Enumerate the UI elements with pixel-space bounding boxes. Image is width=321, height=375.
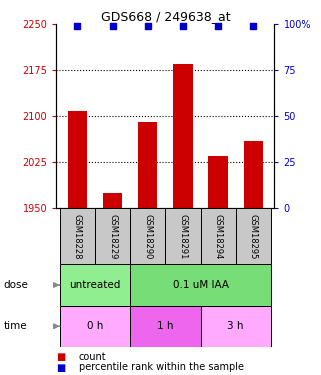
Text: percentile rank within the sample: percentile rank within the sample: [79, 363, 244, 372]
Text: GSM18290: GSM18290: [143, 214, 152, 259]
Text: untreated: untreated: [69, 280, 121, 290]
Text: GSM18295: GSM18295: [249, 214, 258, 259]
Text: 0.1 uM IAA: 0.1 uM IAA: [172, 280, 229, 290]
Bar: [68, 111, 87, 208]
Text: 3 h: 3 h: [228, 321, 244, 331]
Bar: [60, 264, 130, 306]
Bar: [130, 264, 271, 306]
Bar: [173, 64, 193, 208]
Text: count: count: [79, 352, 106, 362]
Text: time: time: [3, 321, 27, 331]
Text: GSM18229: GSM18229: [108, 214, 117, 259]
Text: ■: ■: [56, 352, 65, 362]
Bar: [130, 306, 201, 347]
Text: GSM18291: GSM18291: [178, 214, 187, 259]
Bar: [244, 141, 263, 208]
Bar: [201, 208, 236, 264]
Bar: [208, 156, 228, 208]
Text: 0 h: 0 h: [87, 321, 103, 331]
Point: [180, 23, 186, 29]
Title: GDS668 / 249638_at: GDS668 / 249638_at: [100, 10, 230, 23]
Bar: [95, 208, 130, 264]
Text: GSM18228: GSM18228: [73, 213, 82, 259]
Bar: [236, 208, 271, 264]
Point: [216, 23, 221, 29]
Point: [75, 23, 80, 29]
Bar: [130, 208, 165, 264]
Point: [145, 23, 150, 29]
Point: [251, 23, 256, 29]
Point: [110, 23, 115, 29]
Bar: [103, 193, 122, 208]
Bar: [165, 208, 201, 264]
Text: ■: ■: [56, 363, 65, 372]
Text: GSM18294: GSM18294: [213, 214, 223, 259]
Text: 1 h: 1 h: [157, 321, 174, 331]
Text: dose: dose: [3, 280, 28, 290]
Bar: [60, 306, 130, 347]
Bar: [138, 122, 157, 208]
Bar: [60, 208, 95, 264]
Bar: [201, 306, 271, 347]
